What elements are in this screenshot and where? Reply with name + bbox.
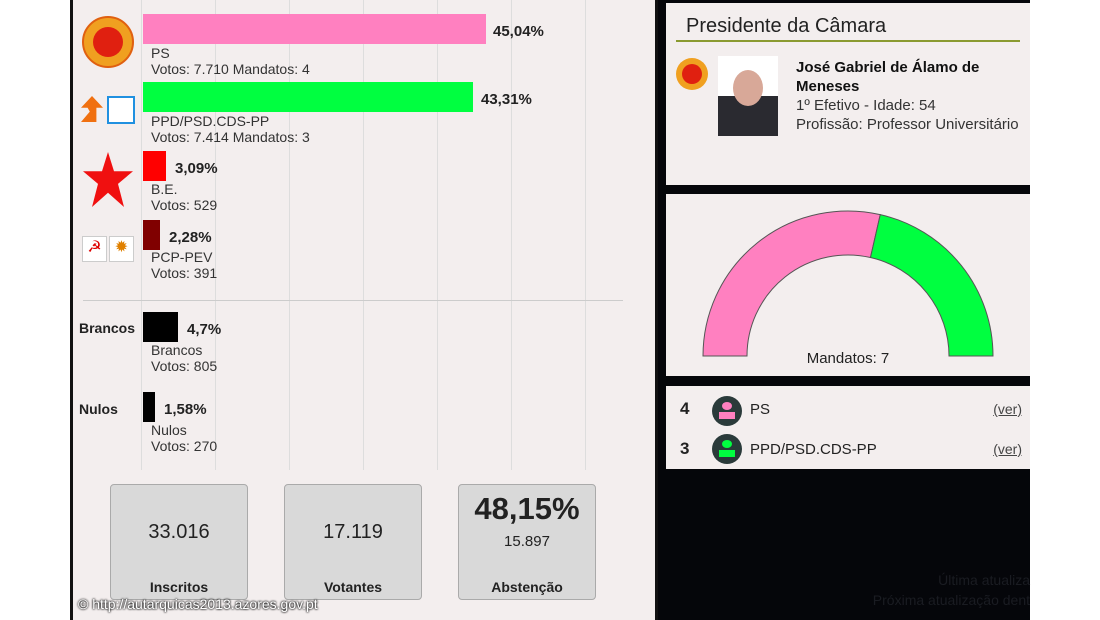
party-label: PCP-PEV Votos: 391 [151,249,218,281]
party-label: PS Votos: 7.710 Mandatos: 4 [151,45,310,77]
party-label: B.E. Votos: 529 [151,181,218,213]
last-update: Última atualiza [938,572,1030,588]
ver-link[interactable]: (ver) [993,441,1022,457]
party-bar-pcp-pev [143,220,160,250]
nulos-pct: 1,58% [164,401,207,418]
party-pct: 45,04% [493,23,544,40]
footer-link[interactable]: © http://autarquicas2013.azores.gov.pt [78,596,318,612]
list-item: 3 PPD/PSD.CDS-PP (ver) [666,434,1030,464]
gauge-panel: Mandatos: 7 [666,194,1030,376]
party-pct: 2,28% [169,229,212,246]
results-panel: 45,04% PS Votos: 7.710 Mandatos: 4 43,31%… [70,0,658,620]
right-column: Presidente da Câmara José Gabriel de Ála… [658,0,1030,620]
title-underline [676,40,1020,42]
party-label: PPD/PSD.CDS-PP Votos: 7.414 Mandatos: 3 [151,113,310,145]
psd-cds-logo-icon [81,96,135,124]
pcp-pev-logo-icon: ☭ ✹ [82,236,134,262]
gauge-label: Mandatos: 7 [806,350,890,367]
president-photo [718,56,778,136]
ver-link[interactable]: (ver) [993,401,1022,417]
divider [83,300,623,301]
mandates-gauge [702,210,994,357]
side-label: Nulos [79,401,118,417]
party-bar-ps [143,14,486,44]
president-profession: Profissão: Professor Universitário [796,116,1019,133]
person-icon [712,434,742,464]
brancos-bar [143,312,178,342]
votantes-box: 17.119 Votantes [284,484,422,600]
nulos-bar [143,392,155,422]
party-pct: 43,31% [481,91,532,108]
ps-logo-icon [676,58,708,90]
president-name: José Gabriel de Álamo de Meneses [796,59,980,95]
abstencao-box: 48,15% 15.897 Abstenção [458,484,596,600]
president-info: 1º Efetivo - Idade: 54 [796,97,936,114]
list-item: 4 PS (ver) [666,396,1030,426]
president-panel: Presidente da Câmara José Gabriel de Ála… [666,3,1030,185]
mandates-list: 4 PS (ver) 3 PPD/PSD.CDS-PP (ver) [666,386,1030,469]
side-label: Brancos [79,320,136,336]
ps-logo-icon [82,16,134,68]
party-bar-be [143,151,166,181]
president-title: Presidente da Câmara [686,15,887,37]
party-pct: 3,09% [175,160,218,177]
inscritos-box: 33.016 Inscritos [110,484,248,600]
next-update: Próxima atualização dent [872,592,1030,608]
gauge-segment-ps [702,210,881,357]
person-icon [712,396,742,426]
be-star-logo-icon [83,152,133,207]
party-bar-psd-cds [143,82,473,112]
gauge-segment-psd-cds [869,214,994,357]
brancos-label: Brancos Votos: 805 [151,342,218,374]
nulos-label: Nulos Votos: 270 [151,422,218,454]
brancos-pct: 4,7% [187,321,222,338]
